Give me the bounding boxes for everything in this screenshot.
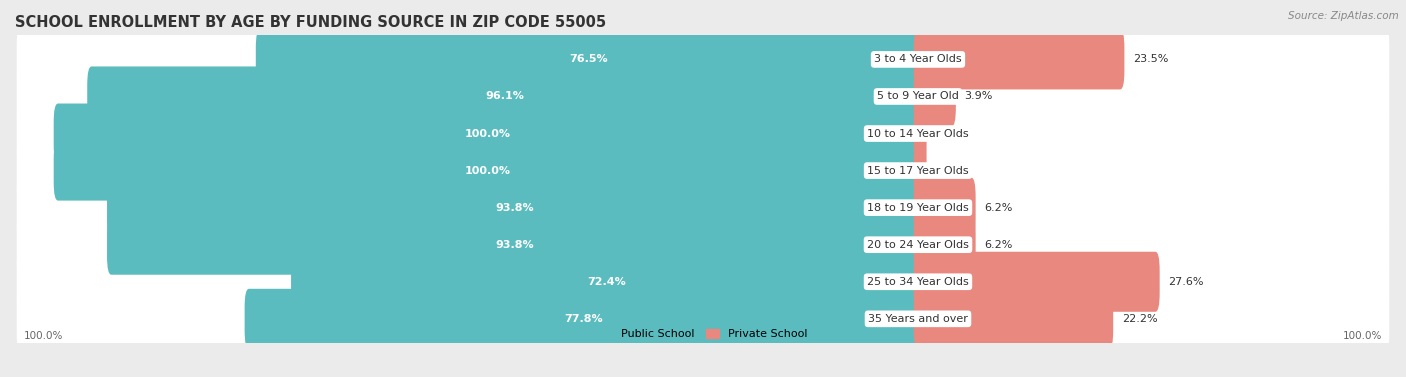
Text: 93.8%: 93.8% <box>495 240 534 250</box>
Text: 18 to 19 Year Olds: 18 to 19 Year Olds <box>868 203 969 213</box>
FancyBboxPatch shape <box>245 289 922 349</box>
Text: Source: ZipAtlas.com: Source: ZipAtlas.com <box>1288 11 1399 21</box>
FancyBboxPatch shape <box>17 53 1389 140</box>
Text: 15 to 17 Year Olds: 15 to 17 Year Olds <box>868 166 969 176</box>
FancyBboxPatch shape <box>17 276 1389 362</box>
Legend: Public School, Private School: Public School, Private School <box>595 324 811 343</box>
Text: 20 to 24 Year Olds: 20 to 24 Year Olds <box>868 240 969 250</box>
Text: 100.0%: 100.0% <box>24 331 63 341</box>
FancyBboxPatch shape <box>914 289 1114 349</box>
Text: 27.6%: 27.6% <box>1168 277 1204 287</box>
Text: 100.0%: 100.0% <box>465 166 510 176</box>
Text: 10 to 14 Year Olds: 10 to 14 Year Olds <box>868 129 969 138</box>
Text: 5 to 9 Year Old: 5 to 9 Year Old <box>877 92 959 101</box>
FancyBboxPatch shape <box>256 29 922 89</box>
FancyBboxPatch shape <box>914 66 956 127</box>
Text: 77.8%: 77.8% <box>564 314 603 324</box>
Text: 6.2%: 6.2% <box>984 203 1012 213</box>
FancyBboxPatch shape <box>53 141 922 201</box>
FancyBboxPatch shape <box>17 164 1389 251</box>
FancyBboxPatch shape <box>914 178 976 238</box>
FancyBboxPatch shape <box>914 215 976 275</box>
FancyBboxPatch shape <box>107 178 922 238</box>
FancyBboxPatch shape <box>914 29 1125 89</box>
Text: 25 to 34 Year Olds: 25 to 34 Year Olds <box>868 277 969 287</box>
Text: 0.0%: 0.0% <box>931 129 959 138</box>
FancyBboxPatch shape <box>107 215 922 275</box>
Text: 22.2%: 22.2% <box>1122 314 1157 324</box>
Text: 72.4%: 72.4% <box>588 277 626 287</box>
FancyBboxPatch shape <box>17 16 1389 103</box>
Text: 0.0%: 0.0% <box>931 166 959 176</box>
FancyBboxPatch shape <box>87 66 922 127</box>
Text: 3.9%: 3.9% <box>965 92 993 101</box>
Text: 76.5%: 76.5% <box>569 54 609 64</box>
Text: 3 to 4 Year Olds: 3 to 4 Year Olds <box>875 54 962 64</box>
Text: 93.8%: 93.8% <box>495 203 534 213</box>
Text: 35 Years and over: 35 Years and over <box>868 314 967 324</box>
Text: SCHOOL ENROLLMENT BY AGE BY FUNDING SOURCE IN ZIP CODE 55005: SCHOOL ENROLLMENT BY AGE BY FUNDING SOUR… <box>15 15 606 30</box>
FancyBboxPatch shape <box>53 104 922 164</box>
Text: 96.1%: 96.1% <box>485 92 524 101</box>
Text: 23.5%: 23.5% <box>1133 54 1168 64</box>
FancyBboxPatch shape <box>17 201 1389 288</box>
Text: 100.0%: 100.0% <box>465 129 510 138</box>
Text: 100.0%: 100.0% <box>1343 331 1382 341</box>
FancyBboxPatch shape <box>914 141 927 201</box>
FancyBboxPatch shape <box>914 104 927 164</box>
Text: 6.2%: 6.2% <box>984 240 1012 250</box>
FancyBboxPatch shape <box>914 252 1160 312</box>
FancyBboxPatch shape <box>17 90 1389 177</box>
FancyBboxPatch shape <box>17 127 1389 214</box>
FancyBboxPatch shape <box>291 252 922 312</box>
FancyBboxPatch shape <box>17 238 1389 325</box>
